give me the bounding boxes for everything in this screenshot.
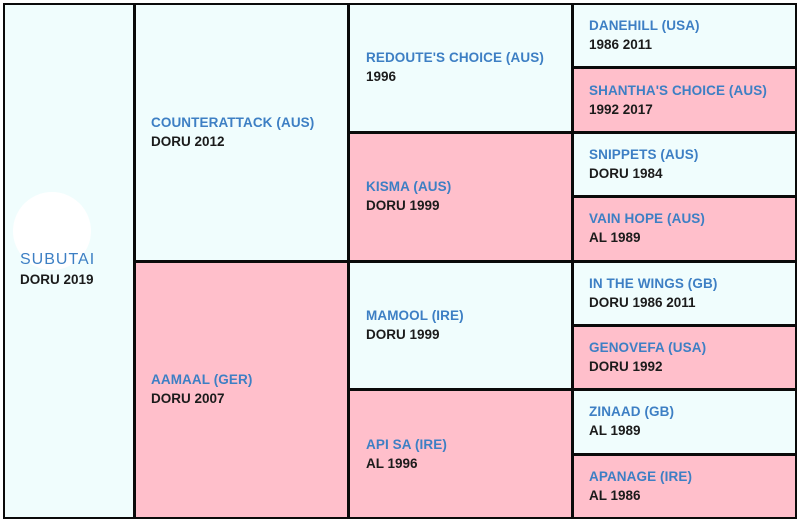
great-grandparent-cell: APANAGE (IRE) AL 1986 [574,455,795,517]
great-grandparent-name-link[interactable]: IN THE WINGS (GB) [589,275,718,291]
grandparent-cell: REDOUTE'S CHOICE (AUS) 1996 [350,5,571,131]
grandparent-name-link[interactable]: API SA (IRE) [366,436,447,452]
grandparent-cell: KISMA (AUS) DORU 1999 [350,133,571,260]
great-grandparent-name-link[interactable]: SHANTHA'S CHOICE (AUS) [589,82,767,98]
great-grandparent-info: DORU 1986 2011 [589,294,696,310]
sire-cell: COUNTERATTACK (AUS) DORU 2012 [136,5,347,260]
great-grandparent-cell: IN THE WINGS (GB) DORU 1986 2011 [574,262,795,324]
great-grandparent-info: AL 1989 [589,423,641,439]
grandparent-name-link[interactable]: KISMA (AUS) [366,179,452,195]
great-grandparent-info: 1992 2017 [589,101,653,117]
subject-name-link[interactable]: SUBUTAI [20,250,96,268]
great-grandparent-cell: SHANTHA'S CHOICE (AUS) 1992 2017 [574,69,795,131]
grandparent-cell: API SA (IRE) AL 1996 [350,391,571,517]
grandparent-info: DORU 1999 [366,326,440,342]
great-grandparent-cell: GENOVEFA (USA) DORU 1992 [574,326,795,389]
grandparent-cell: MAMOOL (IRE) DORU 1999 [350,262,571,389]
subject-cell: SUBUTAI DORU 2019 [5,5,133,517]
sire-info: DORU 2012 [151,133,225,149]
dam-name-link[interactable]: AAMAAL (GER) [151,372,253,388]
great-grandparent-name-link[interactable]: ZINAAD (GB) [589,404,675,420]
great-grandparent-name-link[interactable]: DANEHILL (USA) [589,18,700,34]
grandparent-info: 1996 [366,69,397,85]
great-grandparent-name-link[interactable]: SNIPPETS (AUS) [589,146,699,162]
subject-info: DORU 2019 [20,271,94,287]
great-grandparent-cell: ZINAAD (GB) AL 1989 [574,391,795,453]
great-grandparent-name-link[interactable]: APANAGE (IRE) [589,468,693,484]
dam-info: DORU 2007 [151,391,225,407]
great-grandparent-cell: DANEHILL (USA) 1986 2011 [574,5,795,67]
grandparent-info: AL 1996 [366,455,418,471]
great-grandparent-cell: SNIPPETS (AUS) DORU 1984 [574,133,795,196]
great-grandparent-name-link[interactable]: VAIN HOPE (AUS) [589,211,706,227]
grandparent-name-link[interactable]: REDOUTE'S CHOICE (AUS) [366,50,544,66]
great-grandparent-info: AL 1989 [589,230,641,246]
sire-name-link[interactable]: COUNTERATTACK (AUS) [151,114,315,130]
grandparent-name-link[interactable]: MAMOOL (IRE) [366,307,464,323]
great-grandparent-name-link[interactable]: GENOVEFA (USA) [589,340,707,356]
great-grandparent-info: AL 1986 [589,487,641,503]
pedigree-table: SUBUTAI DORU 2019 COUNTERATTACK (AUS) DO… [3,3,797,519]
great-grandparent-info: 1986 2011 [589,37,653,53]
grandparent-info: DORU 1999 [366,198,440,214]
subject-text: SUBUTAI DORU 2019 [20,250,133,289]
great-grandparent-cell: VAIN HOPE (AUS) AL 1989 [574,198,795,260]
great-grandparent-info: DORU 1992 [589,359,663,375]
dam-cell: AAMAAL (GER) DORU 2007 [136,262,347,517]
great-grandparent-info: DORU 1984 [589,165,663,181]
decorative-circle [13,192,91,270]
